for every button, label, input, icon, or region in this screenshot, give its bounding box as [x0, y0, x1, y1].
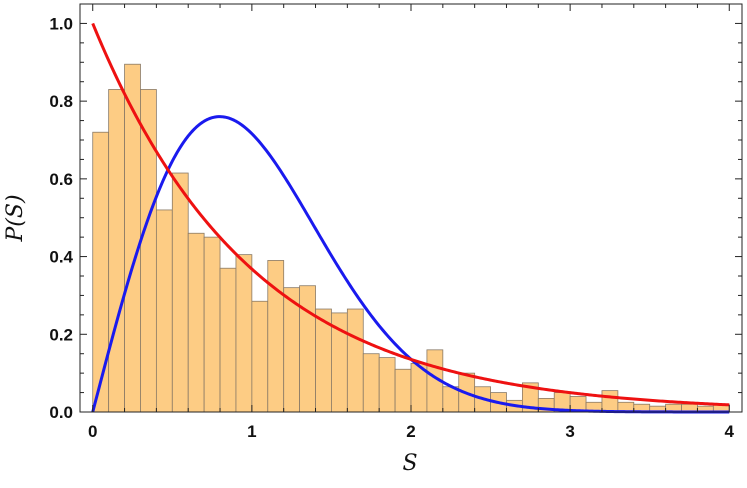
- histogram-bar: [378, 357, 396, 413]
- y-tick-label: 0.6: [49, 170, 73, 189]
- y-axis-title: P(S): [3, 194, 28, 242]
- histogram-bar: [124, 63, 141, 413]
- histogram-bar: [171, 172, 189, 413]
- histogram-bar: [155, 209, 173, 413]
- y-tick-label: 0.8: [49, 92, 73, 111]
- x-tick-label: 2: [406, 422, 415, 441]
- histogram-bar: [601, 390, 619, 413]
- poisson-curve: [91, 22, 730, 407]
- x-tick-label: 1: [247, 422, 256, 441]
- histogram-bar: [235, 254, 253, 413]
- x-tick-label: 0: [88, 422, 97, 441]
- axis-ticks: 0 1 2 3 4 0.0 0.2 0.4 0.6 0.8 1.0: [49, 4, 742, 441]
- histogram-bar: [187, 232, 205, 413]
- x-tick-label: 4: [725, 422, 735, 441]
- y-tick-label: 0.0: [49, 403, 73, 422]
- histogram-bar: [394, 368, 412, 413]
- x-tick-label: 3: [565, 422, 574, 441]
- x-axis-title: S: [402, 451, 417, 476]
- histogram-bar: [108, 89, 125, 413]
- histogram-bar: [299, 285, 316, 413]
- y-tick-label: 0.4: [49, 248, 73, 267]
- y-tick-label: 0.2: [49, 325, 73, 344]
- histogram-bar: [203, 236, 221, 413]
- histogram-bar: [92, 131, 110, 413]
- histogram-bar: [251, 300, 269, 413]
- histogram-bar: [219, 267, 237, 413]
- y-tick-label: 1.0: [49, 14, 73, 33]
- histogram-bars: [92, 63, 730, 413]
- histogram-bar: [362, 353, 380, 413]
- histogram-bar: [346, 308, 364, 413]
